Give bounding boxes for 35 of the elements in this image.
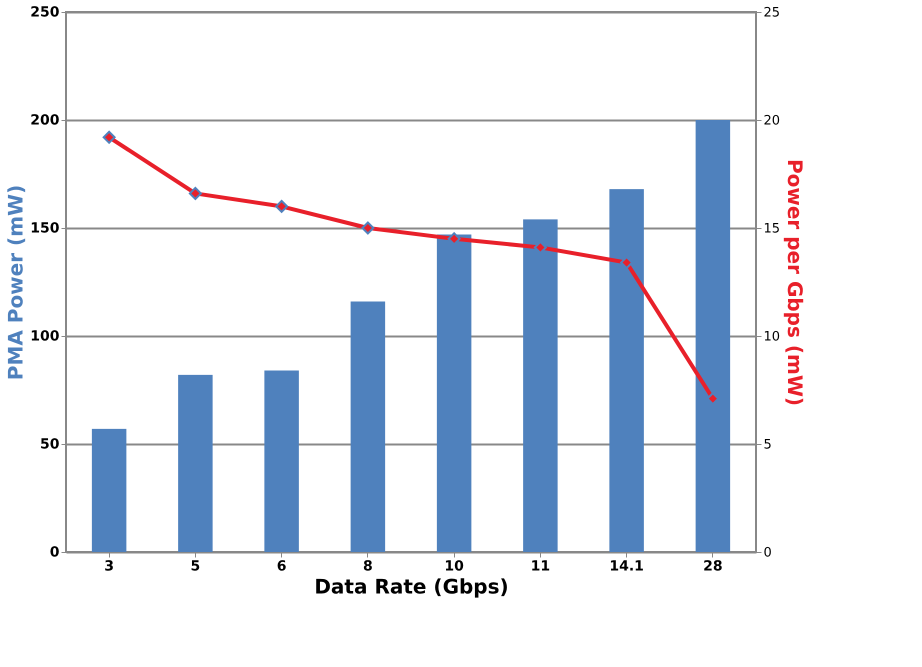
y-tick-label: 150 — [30, 220, 60, 236]
y-axis-title: PMA Power (mW) — [3, 184, 28, 380]
y-tick-label: 250 — [30, 4, 60, 20]
bar — [264, 370, 299, 552]
x-tick-label: 14.1 — [609, 558, 644, 574]
bar — [523, 219, 558, 552]
y2-axis-title: Power per Gbps (mW) — [783, 158, 808, 406]
bar — [178, 374, 213, 552]
y2-tick-label: 20 — [764, 114, 780, 128]
x-tick-label: 28 — [703, 558, 723, 574]
x-tick-label: 5 — [190, 558, 200, 574]
y2-tick-label: 25 — [764, 6, 780, 20]
bar — [92, 428, 126, 552]
x-tick-label: 6 — [276, 558, 286, 574]
x-axis-title: Data Rate (Gbps) — [314, 574, 509, 598]
y-tick-label: 50 — [40, 436, 60, 452]
x-tick-label: 8 — [363, 558, 373, 574]
x-tick-label: 11 — [530, 558, 550, 574]
point — [275, 200, 288, 213]
y2-tick-label: 5 — [764, 438, 772, 452]
x-tick-label: 10 — [444, 558, 464, 574]
bar — [436, 234, 472, 552]
point — [188, 186, 202, 200]
y-tick-label: 100 — [30, 328, 60, 344]
point — [102, 130, 116, 144]
bar — [609, 189, 644, 552]
y2-tick-label: 10 — [764, 330, 780, 344]
y2-tick-label: 15 — [764, 222, 780, 236]
y-tick-label: 200 — [30, 112, 60, 128]
point — [361, 222, 374, 234]
y-tick-label: 0 — [50, 544, 60, 560]
x-tick-label: 3 — [104, 558, 114, 574]
y2-tick-label: 0 — [764, 546, 772, 560]
bar — [696, 120, 730, 552]
bar — [350, 301, 386, 552]
